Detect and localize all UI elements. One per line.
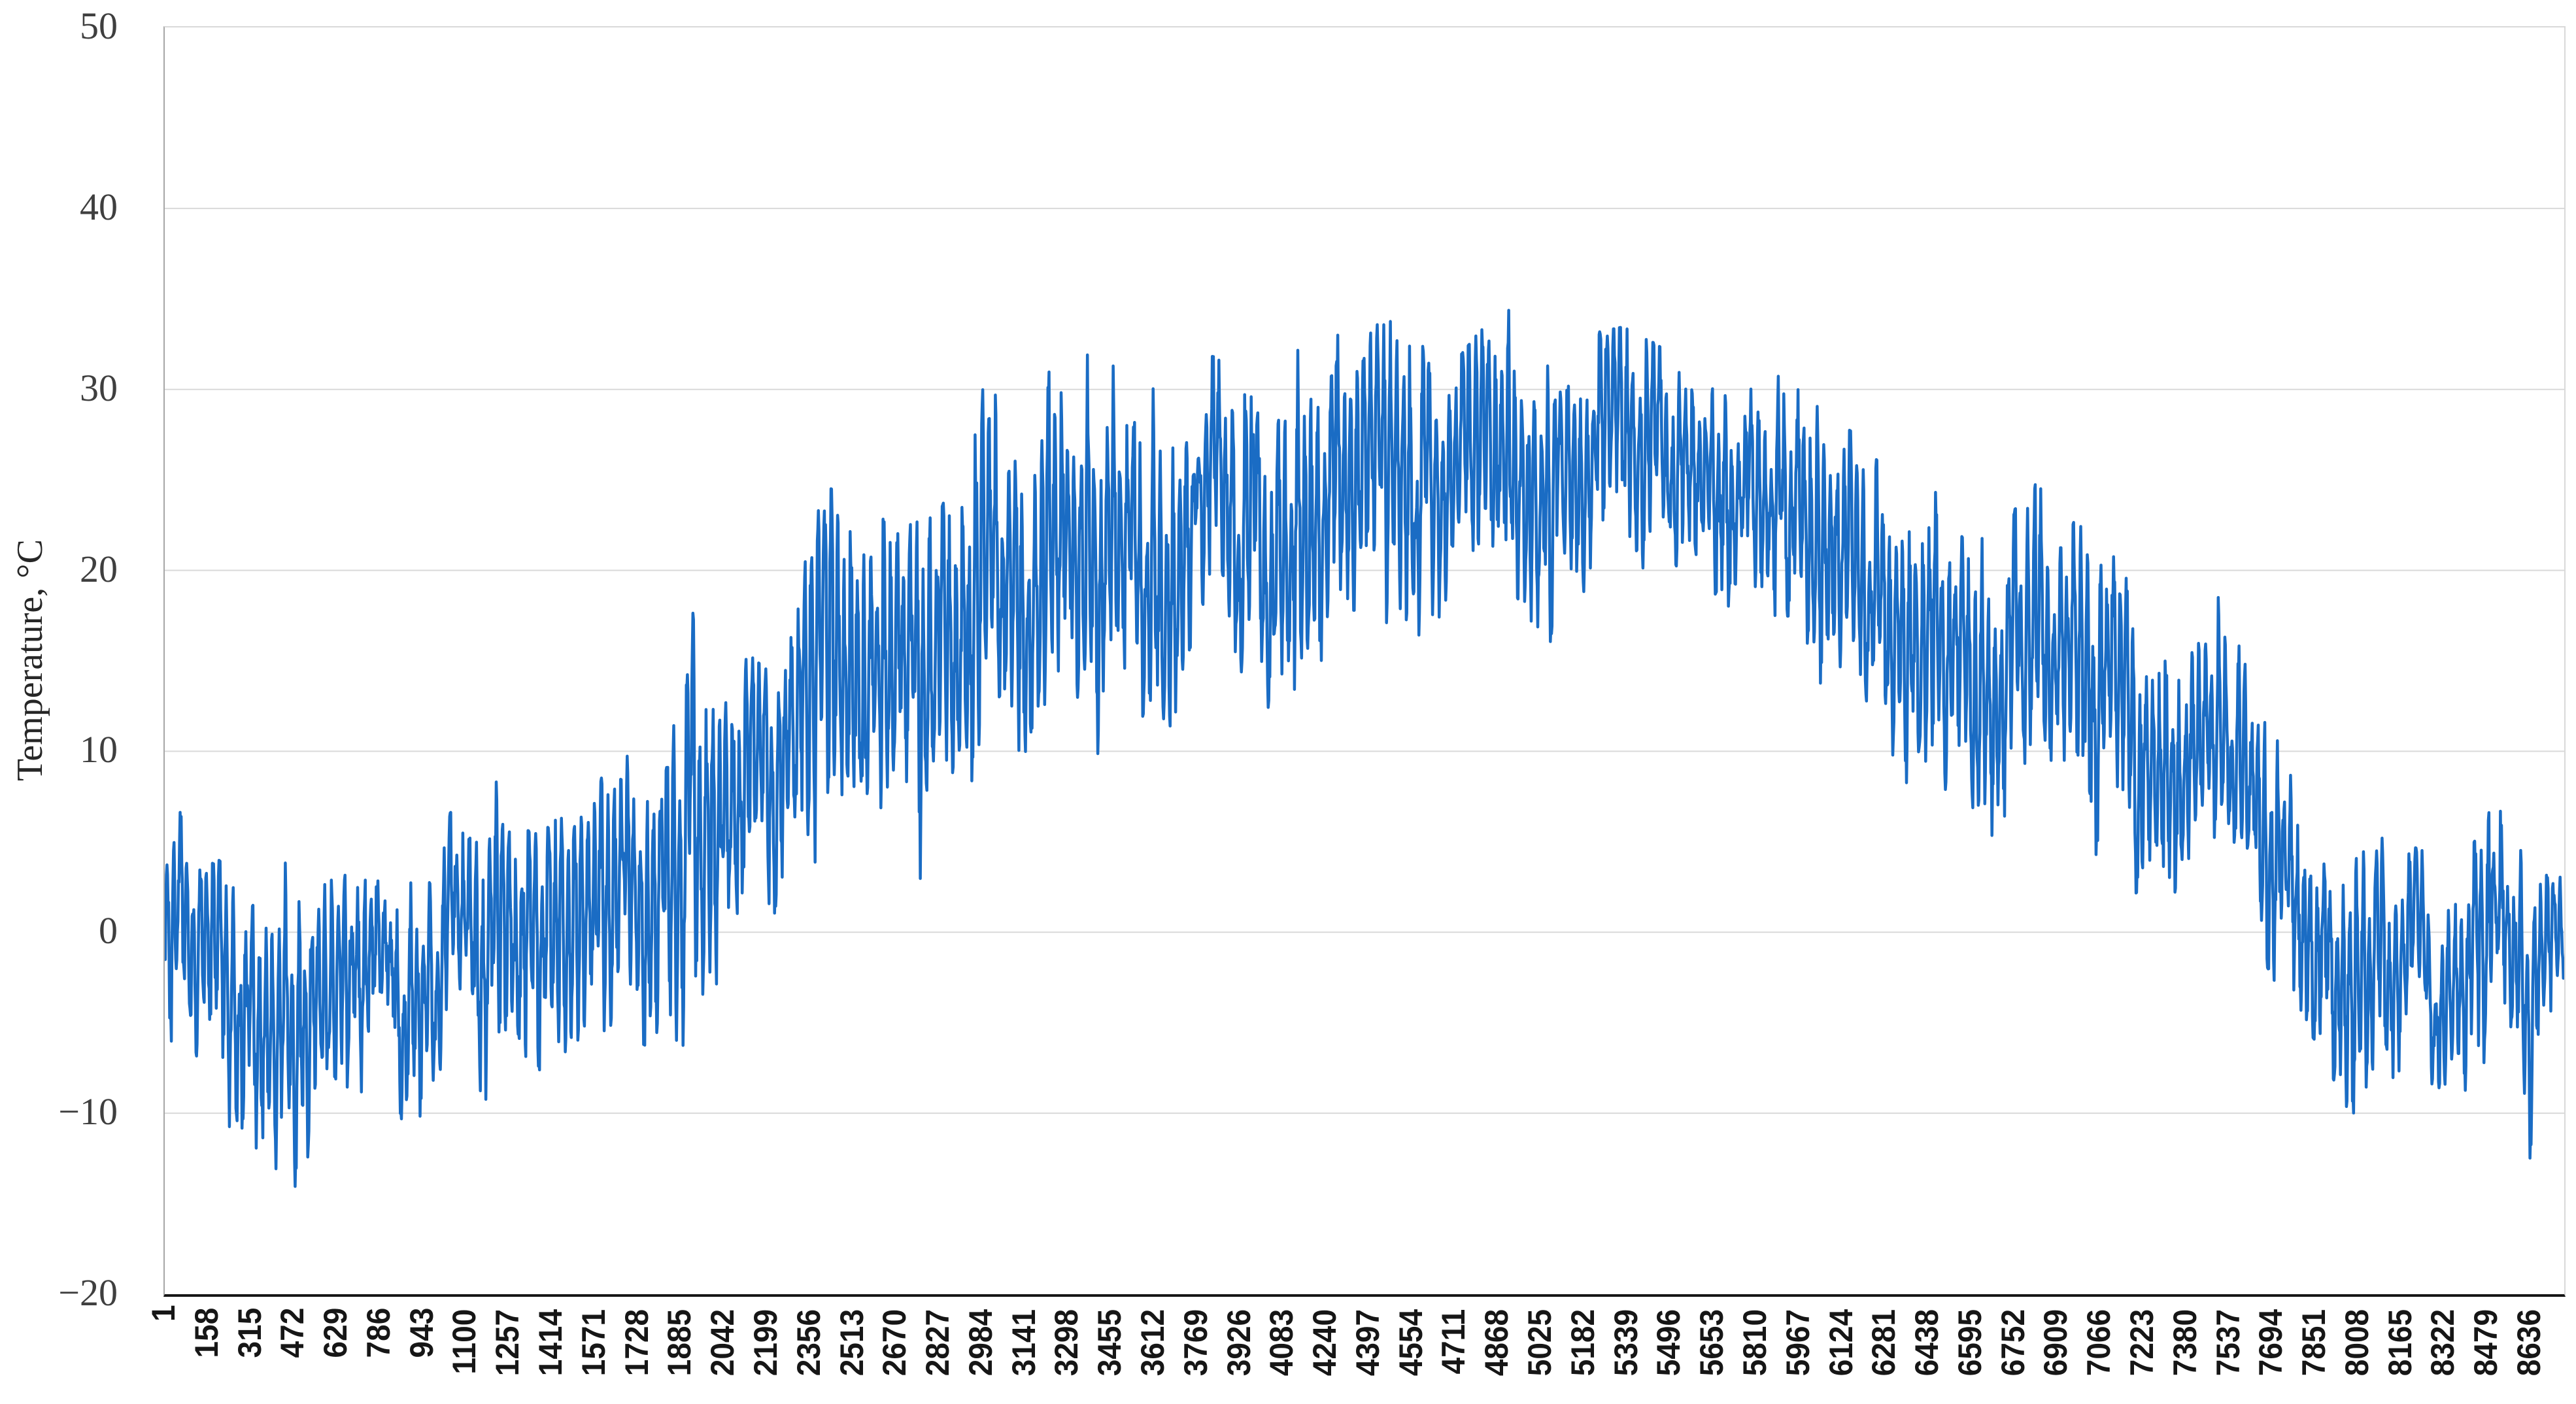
- x-tick-label: 8322: [2424, 1309, 2462, 1377]
- x-tick-label: 943: [403, 1307, 440, 1358]
- x-tick-label: 6909: [2037, 1309, 2075, 1377]
- temperature-series: [165, 309, 2564, 1188]
- x-tick-label: 1: [145, 1305, 182, 1322]
- x-tick-label: 5810: [1736, 1309, 1773, 1377]
- x-tick-label: 5496: [1650, 1309, 1687, 1377]
- x-tick-label: 4397: [1349, 1309, 1386, 1377]
- x-tick-label: 2670: [876, 1309, 913, 1377]
- y-tick-label: 40: [80, 185, 118, 228]
- x-tick-label: 6595: [1951, 1309, 1988, 1377]
- y-tick-label: 50: [80, 5, 118, 47]
- temperature-chart: [165, 207, 2564, 1188]
- y-tick-label: −20: [58, 1271, 118, 1314]
- x-tick-label: 3298: [1048, 1309, 1085, 1377]
- x-tick-label: 2513: [833, 1309, 870, 1377]
- y-tick-label: 0: [99, 909, 118, 952]
- x-tick-label: 3455: [1091, 1309, 1128, 1377]
- x-tick-label: 1728: [618, 1309, 655, 1377]
- x-tick-label: 3769: [1177, 1309, 1214, 1377]
- x-tick-label: 6124: [1822, 1309, 1859, 1377]
- x-tick-label: 8636: [2511, 1309, 2548, 1377]
- x-tick-label: 5339: [1607, 1309, 1644, 1377]
- x-tick-label: 1571: [575, 1309, 612, 1377]
- x-tick-label: 5025: [1521, 1309, 1559, 1377]
- x-tick-label: 7223: [2124, 1309, 2160, 1377]
- x-tick-label: 8165: [2381, 1309, 2418, 1377]
- x-tick-label: 2827: [919, 1309, 957, 1377]
- x-tick-label: 7066: [2080, 1309, 2118, 1377]
- y-tick-label: 20: [80, 547, 118, 590]
- x-tick-label: 7694: [2252, 1309, 2290, 1377]
- x-tick-label: 8479: [2467, 1309, 2505, 1377]
- x-tick-label: 1257: [489, 1309, 526, 1377]
- x-tick-label: 158: [188, 1307, 225, 1358]
- x-tick-label: 6438: [1908, 1309, 1946, 1377]
- x-tick-label: 2042: [704, 1309, 741, 1377]
- x-tick-label: 7537: [2209, 1309, 2246, 1377]
- x-tick-label: 3612: [1134, 1309, 1171, 1377]
- x-tick-label: 2356: [790, 1309, 827, 1377]
- x-tick-label: 2199: [747, 1309, 784, 1377]
- x-tick-label: 4554: [1392, 1309, 1429, 1377]
- x-tick-label: 6281: [1865, 1309, 1903, 1377]
- x-tick-label: 2984: [962, 1309, 999, 1377]
- x-tick-label: 7851: [2296, 1309, 2333, 1377]
- x-tick-label: 1414: [532, 1309, 569, 1377]
- x-tick-label: 4240: [1306, 1309, 1344, 1377]
- x-tick-label: 629: [317, 1307, 354, 1358]
- x-tick-label: 6752: [1994, 1309, 2031, 1377]
- x-tick-label: 8008: [2338, 1309, 2375, 1377]
- x-tick-label: 4083: [1263, 1309, 1300, 1377]
- x-tick-label: 4868: [1478, 1309, 1516, 1377]
- x-tick-label: 1885: [661, 1309, 698, 1377]
- y-tick-label: 10: [80, 728, 118, 771]
- x-tick-label: 7380: [2166, 1309, 2203, 1377]
- y-tick-label: −10: [58, 1090, 118, 1133]
- x-tick-label: 315: [231, 1307, 268, 1358]
- x-tick-label: 5967: [1779, 1309, 1816, 1377]
- plot-area: [163, 26, 2566, 1297]
- y-tick-label: 30: [80, 366, 118, 409]
- x-tick-label: 472: [274, 1307, 311, 1358]
- x-tick-label: 3141: [1005, 1309, 1042, 1377]
- x-tick-label: 5653: [1693, 1309, 1731, 1377]
- x-tick-label: 5182: [1564, 1309, 1601, 1377]
- x-tick-label: 3926: [1220, 1309, 1257, 1377]
- x-tick-label: 4711: [1435, 1309, 1472, 1375]
- x-tick-label: 1100: [446, 1309, 483, 1375]
- x-tick-label: 786: [360, 1307, 397, 1358]
